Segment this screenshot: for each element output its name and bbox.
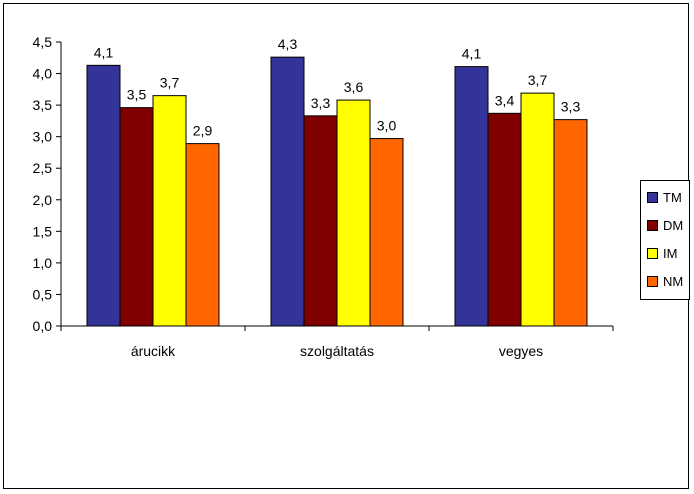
legend-swatch-nm xyxy=(647,275,658,287)
legend-label-nm: NM xyxy=(663,273,684,289)
data-label: 4,3 xyxy=(278,36,298,52)
x-tick-label: vegyes xyxy=(499,343,543,359)
legend-label-dm: DM xyxy=(663,217,684,233)
bar-dm xyxy=(119,107,154,327)
data-label: 3,3 xyxy=(561,99,581,115)
data-label: 3,5 xyxy=(127,87,147,103)
y-tick-label: 4,0 xyxy=(33,66,53,82)
legend-swatch-tm xyxy=(647,191,658,203)
y-tick-label: 3,0 xyxy=(33,129,53,145)
bar-nm xyxy=(185,143,220,327)
y-tick-label: 3,5 xyxy=(33,97,53,113)
bar-im xyxy=(336,99,371,327)
data-label: 3,7 xyxy=(528,72,548,88)
legend: TM DM IM NM xyxy=(640,180,690,300)
data-label: 3,0 xyxy=(377,118,397,134)
bar-dm xyxy=(487,112,522,327)
y-tick-label: 2,5 xyxy=(33,160,53,176)
y-tick-label: 0,5 xyxy=(33,286,53,302)
y-tick-label: 1,5 xyxy=(33,223,53,239)
data-label: 4,1 xyxy=(94,44,114,60)
bar-im xyxy=(152,95,187,327)
data-label: 3,6 xyxy=(344,79,364,95)
legend-swatch-im xyxy=(647,247,658,259)
bar-tm xyxy=(454,66,489,327)
data-label: 3,3 xyxy=(311,95,331,111)
bar-tm xyxy=(86,64,121,327)
legend-label-tm: TM xyxy=(663,189,682,205)
legend-label-im: IM xyxy=(663,245,678,261)
data-label: 2,9 xyxy=(193,123,213,139)
legend-item-nm: NM xyxy=(647,273,683,289)
legend-item-im: IM xyxy=(647,245,677,261)
y-tick-label: 0,0 xyxy=(33,318,53,334)
y-tick-label: 1,0 xyxy=(33,255,53,271)
y-tick-label: 4,5 xyxy=(33,34,53,50)
x-tick-label: árucikk xyxy=(131,343,176,359)
data-label: 3,4 xyxy=(495,92,515,108)
bar-dm xyxy=(303,115,338,327)
bar-tm xyxy=(270,56,305,327)
x-tick-label: szolgáltatás xyxy=(300,343,374,359)
legend-item-dm: DM xyxy=(647,217,683,233)
legend-swatch-dm xyxy=(647,219,658,231)
bar-nm xyxy=(369,138,404,327)
bar-im xyxy=(520,92,555,327)
data-label: 4,1 xyxy=(462,46,482,62)
legend-item-tm: TM xyxy=(647,189,682,205)
data-label: 3,7 xyxy=(160,75,180,91)
bar-nm xyxy=(553,119,588,327)
y-tick-label: 2,0 xyxy=(33,192,53,208)
